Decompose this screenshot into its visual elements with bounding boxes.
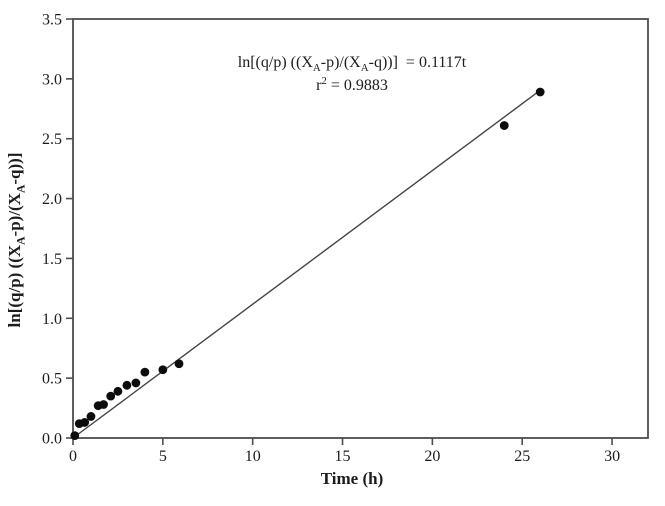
x-axis-title: Time (h) [321, 469, 384, 488]
data-point [158, 365, 168, 375]
y-tick-label: 3.5 [42, 12, 62, 29]
data-point [174, 359, 184, 369]
label-segment: ln[(q/p) ((X [238, 54, 314, 71]
x-tick-label: 0 [69, 448, 77, 465]
data-point [99, 400, 108, 409]
label-segment-sub: A [14, 236, 27, 245]
label-segment: -p)/(X [321, 54, 361, 71]
data-point [140, 367, 150, 377]
data-point [535, 87, 545, 97]
y-tick-label: 2.0 [42, 191, 62, 208]
y-tick-label: 1.0 [42, 311, 62, 328]
data-point [131, 378, 141, 388]
data-point [122, 380, 132, 390]
label-segment-sub: A [361, 62, 369, 74]
label-segment: -q))] [5, 153, 24, 185]
label-segment: -p)/(X [5, 192, 24, 236]
equation-annotation: ln[(q/p) ((XA-p)/(XA-q))] = 0.1117t [238, 54, 467, 74]
x-tick-label: 5 [159, 448, 167, 465]
label-segment: r [316, 77, 322, 94]
x-tick-label: 25 [514, 448, 530, 465]
y-axis-title: ln[(q/p) ((XA-p)/(XA-q))] [5, 153, 27, 328]
r-squared-annotation: r2 = 0.9883 [316, 75, 388, 94]
y-tick-label: 1.5 [42, 251, 62, 268]
label-segment: -q))] = 0.1117t [369, 54, 467, 71]
x-tick-label: 30 [604, 448, 620, 465]
label-segment-sub: A [14, 184, 27, 193]
label-segment: = 0.9883 [327, 77, 388, 94]
data-point [86, 412, 96, 421]
label-segment-sup: 2 [321, 75, 326, 87]
fit-line [72, 88, 543, 439]
data-point [80, 418, 90, 427]
y-tick-label: 0.5 [42, 371, 62, 388]
y-tick-label: 0.0 [42, 431, 62, 448]
data-point [106, 391, 116, 401]
plot-frame [72, 18, 649, 439]
label-segment: ln[(q/p) ((X [5, 244, 24, 327]
x-tick-label: 15 [335, 448, 351, 465]
label-segment: Time (h) [321, 469, 384, 488]
y-tick-label: 3.0 [42, 71, 62, 88]
data-point [499, 121, 509, 130]
x-tick-label: 20 [424, 448, 440, 465]
label-segment-sub: A [313, 62, 321, 74]
data-point [70, 431, 80, 441]
x-tick-label: 10 [245, 448, 261, 465]
data-point [113, 386, 123, 396]
y-tick-label: 2.5 [42, 131, 62, 148]
